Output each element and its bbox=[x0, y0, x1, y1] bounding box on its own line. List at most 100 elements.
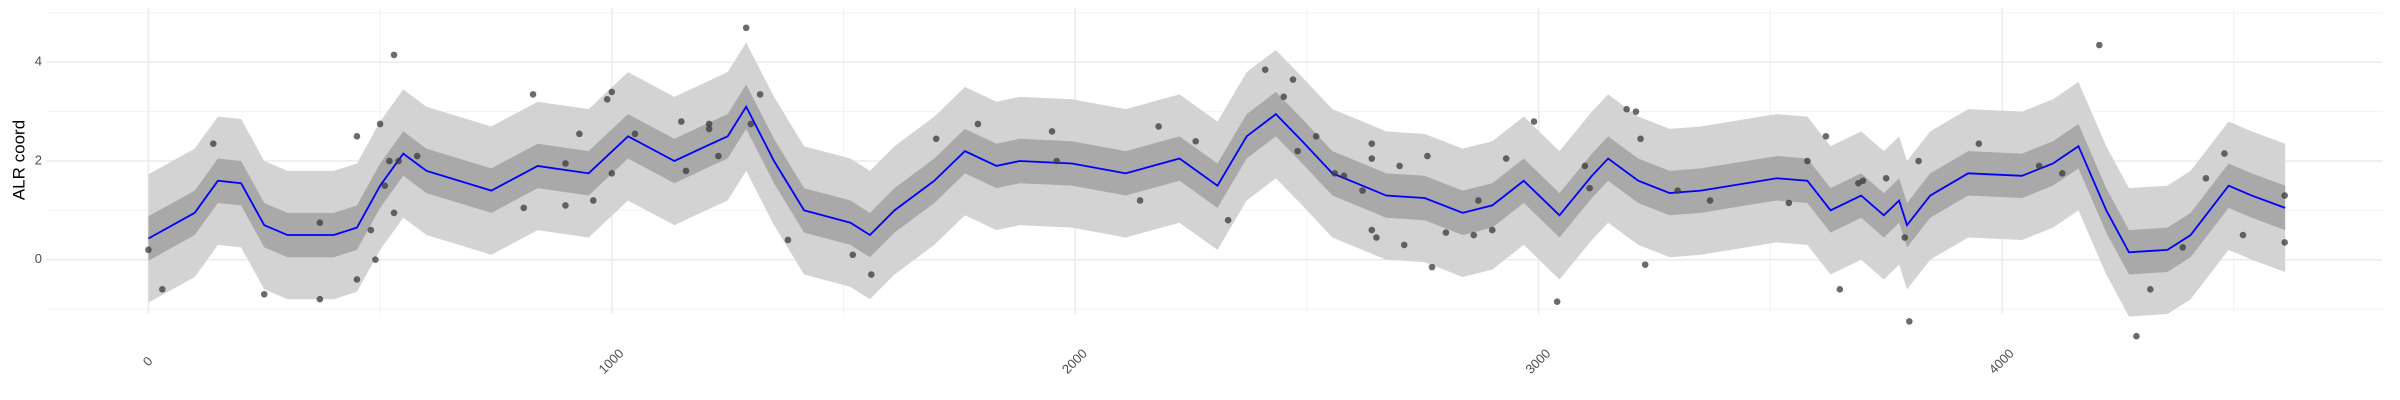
data-point bbox=[372, 256, 379, 264]
data-point bbox=[1785, 199, 1793, 207]
data-point bbox=[1424, 152, 1431, 160]
data-point bbox=[316, 219, 324, 226]
data-point bbox=[678, 118, 685, 125]
data-point bbox=[1706, 197, 1714, 204]
data-point bbox=[2058, 170, 2066, 177]
data-point bbox=[1641, 261, 1649, 268]
data-point bbox=[390, 209, 398, 217]
data-point bbox=[1859, 177, 1867, 185]
data-point bbox=[715, 152, 722, 160]
data-point bbox=[1804, 157, 1811, 165]
data-point bbox=[1331, 170, 1339, 177]
data-point bbox=[1396, 162, 1403, 170]
x-tick-label: 0 bbox=[140, 353, 156, 369]
data-point bbox=[747, 120, 755, 128]
data-point bbox=[1294, 147, 1301, 155]
data-point bbox=[209, 140, 217, 148]
data-point bbox=[1586, 184, 1593, 192]
data-point bbox=[260, 290, 268, 298]
data-point bbox=[1502, 155, 1510, 162]
data-point bbox=[1581, 162, 1589, 170]
data-point bbox=[316, 295, 324, 303]
data-point bbox=[1632, 108, 1640, 115]
x-tick-label: 1000 bbox=[596, 346, 627, 377]
data-point bbox=[2239, 231, 2247, 239]
data-point bbox=[1428, 263, 1436, 271]
data-point bbox=[1368, 226, 1376, 234]
data-point bbox=[1048, 128, 1056, 135]
data-point bbox=[576, 130, 583, 138]
data-point bbox=[705, 125, 713, 133]
data-point bbox=[1224, 216, 1232, 224]
data-point bbox=[2147, 286, 2154, 293]
data-point bbox=[932, 135, 940, 143]
data-point bbox=[381, 182, 389, 189]
data-point bbox=[386, 157, 393, 165]
y-axis-title: ALR coord bbox=[9, 120, 28, 200]
data-point bbox=[529, 91, 537, 98]
x-tick-label: 4000 bbox=[1986, 346, 2017, 377]
data-point bbox=[1882, 174, 1890, 182]
data-point bbox=[705, 120, 713, 128]
data-point bbox=[145, 246, 152, 254]
data-point bbox=[1836, 286, 1844, 293]
data-point bbox=[376, 120, 384, 128]
x-tick-label: 2000 bbox=[1059, 346, 1090, 377]
data-point bbox=[1906, 318, 1913, 325]
data-point bbox=[562, 160, 569, 167]
data-point bbox=[1155, 123, 1162, 130]
data-point bbox=[413, 152, 421, 160]
data-point bbox=[1553, 298, 1561, 305]
data-point bbox=[2221, 150, 2228, 157]
data-point bbox=[742, 24, 750, 32]
data-point bbox=[608, 88, 616, 96]
data-point bbox=[1530, 118, 1538, 125]
data-point bbox=[868, 271, 875, 278]
data-point bbox=[1192, 137, 1199, 145]
data-point bbox=[367, 226, 375, 234]
data-point bbox=[1975, 140, 1983, 148]
data-point bbox=[2179, 244, 2187, 251]
data-point bbox=[390, 51, 398, 59]
data-point bbox=[1674, 187, 1681, 194]
data-point bbox=[1359, 187, 1366, 194]
data-point bbox=[1637, 135, 1644, 143]
data-point bbox=[1368, 140, 1376, 148]
data-point bbox=[1623, 105, 1630, 113]
data-point bbox=[353, 276, 361, 283]
y-tick-label: 2 bbox=[35, 152, 42, 167]
data-point bbox=[1915, 157, 1922, 165]
data-point bbox=[608, 170, 616, 177]
data-point bbox=[1261, 66, 1269, 73]
data-point bbox=[756, 91, 764, 98]
data-point bbox=[520, 204, 528, 212]
data-point bbox=[1053, 157, 1060, 165]
data-point bbox=[1368, 155, 1376, 162]
x-tick-label: 3000 bbox=[1522, 346, 1553, 377]
data-point bbox=[1475, 197, 1482, 204]
data-point bbox=[1280, 93, 1288, 101]
data-point bbox=[1901, 234, 1908, 241]
mean-line bbox=[147, 104, 2286, 254]
data-point bbox=[1289, 76, 1297, 83]
data-point bbox=[1373, 234, 1380, 241]
data-point bbox=[974, 120, 982, 128]
data-point bbox=[849, 251, 857, 259]
data-point bbox=[1340, 172, 1348, 180]
y-tick-label: 4 bbox=[35, 54, 42, 69]
data-point bbox=[159, 286, 166, 293]
data-point bbox=[682, 167, 690, 175]
data-point bbox=[1470, 231, 1478, 239]
data-point bbox=[2035, 162, 2043, 170]
data-point bbox=[1442, 229, 1450, 236]
data-point bbox=[562, 202, 569, 209]
data-point bbox=[2281, 192, 2288, 199]
data-point bbox=[1312, 133, 1320, 140]
data-point bbox=[353, 133, 361, 140]
data-point bbox=[1822, 133, 1830, 140]
band bbox=[148, 84, 2286, 275]
data-point bbox=[603, 96, 611, 103]
data-point bbox=[2202, 174, 2210, 182]
